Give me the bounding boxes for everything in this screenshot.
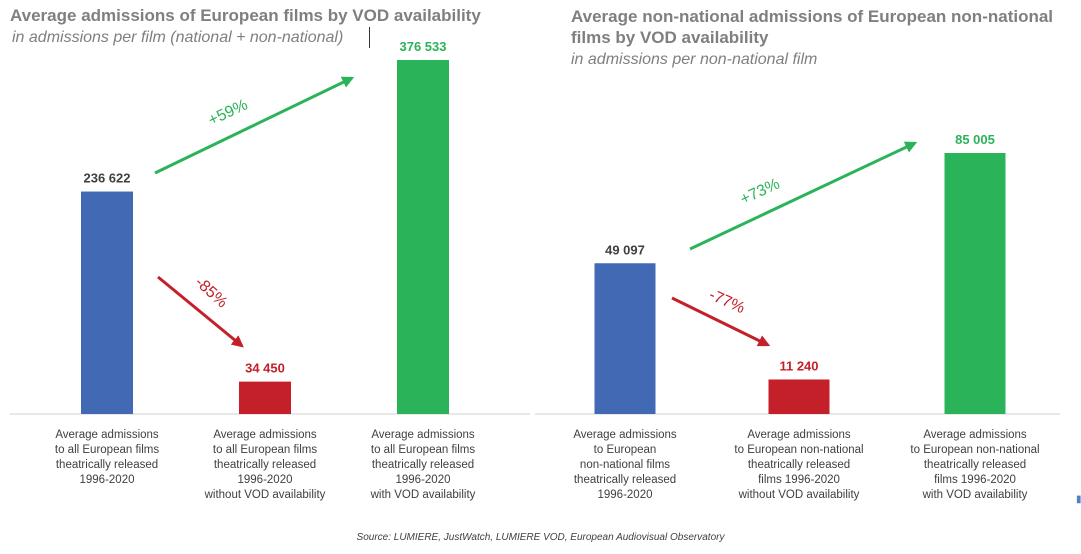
right-chart-subtitle: in admissions per non-national film — [571, 51, 818, 68]
change-label: +73% — [738, 175, 783, 208]
change-label: +59% — [206, 96, 251, 129]
bar — [594, 263, 656, 414]
bar — [944, 153, 1006, 414]
source-note: Source: LUMIERE, JustWatch, LUMIERE VOD,… — [356, 532, 725, 543]
category-label: Average admissions to all European films… — [204, 429, 326, 501]
change-arrow — [154, 76, 355, 175]
change-arrow — [689, 141, 918, 251]
bar — [81, 191, 133, 414]
category-label: Average admissions to all European films… — [54, 429, 160, 486]
left-chart-subtitle: in admissions per film (national + non-n… — [12, 29, 344, 46]
value-label: 85 005 — [955, 132, 995, 147]
edge-mark: ▮ — [1076, 494, 1081, 505]
value-label: 376 533 — [400, 39, 447, 54]
change-arrow — [157, 275, 244, 348]
bar — [768, 379, 830, 414]
value-label: 236 622 — [84, 171, 131, 186]
left-chart-title: Average admissions of European films by … — [10, 6, 481, 25]
bar — [239, 381, 291, 414]
value-label: 11 240 — [779, 358, 818, 373]
category-label: Average admissions to all European films… — [370, 429, 476, 501]
category-label: Average admissions to European non-natio… — [734, 429, 864, 501]
change-label: -77% — [706, 287, 747, 318]
change-label: -85% — [191, 274, 230, 312]
text-cursor — [369, 27, 370, 48]
value-label: 49 097 — [605, 242, 645, 257]
right-chart-title: Average non-national admissions of Europ… — [571, 7, 1054, 47]
category-label: Average admissions to European non-natio… — [910, 429, 1040, 501]
change-arrow — [671, 296, 771, 347]
value-label: 34 450 — [245, 361, 285, 376]
category-label: Average admissions to European non-natio… — [573, 429, 677, 501]
bar — [397, 60, 449, 414]
